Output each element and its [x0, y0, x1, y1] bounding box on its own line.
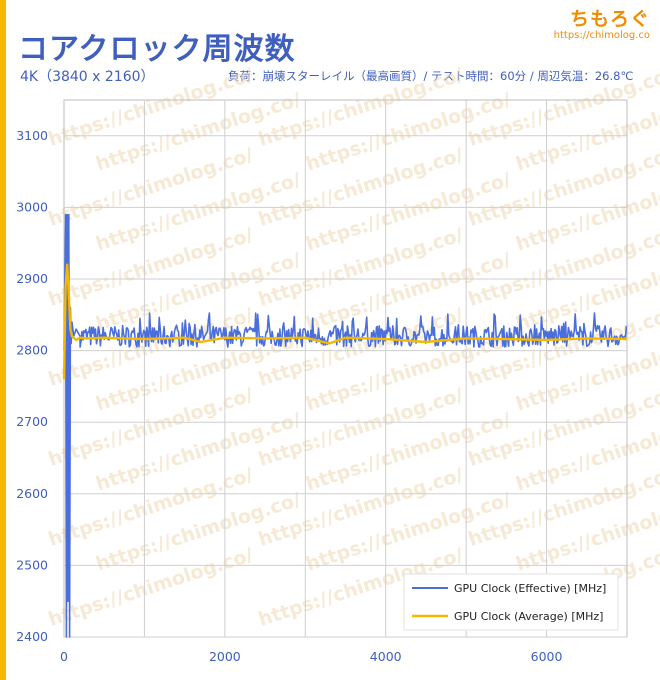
x-tick-label: 0: [60, 649, 68, 664]
y-tick-label: 2900: [16, 271, 48, 286]
y-tick-label: 2600: [16, 486, 48, 501]
brand-name: ちもろぐ: [569, 8, 650, 30]
y-tick-label: 2400: [16, 629, 48, 644]
y-tick-label: 2500: [16, 557, 48, 572]
y-tick-label: 3100: [16, 128, 48, 143]
legend: GPU Clock (Effective) [MHz] GPU Clock (Av…: [403, 573, 619, 631]
grid: [64, 100, 627, 638]
accent-bar: [0, 0, 6, 680]
x-axis: 0 2000 4000 6000: [60, 649, 563, 664]
series-layer: [62, 213, 628, 638]
chart-title: コアクロック周波数: [18, 32, 296, 67]
x-tick-label: 2000: [209, 649, 241, 664]
legend-label-effective: GPU Clock (Effective) [MHz]: [454, 582, 606, 595]
legend-label-average: GPU Clock (Average) [MHz]: [454, 610, 603, 623]
brand-logo: ちもろぐ https://chimolog.co: [554, 4, 650, 41]
y-tick-label: 2700: [16, 414, 48, 429]
x-tick-label: 4000: [370, 649, 402, 664]
y-axis: 2400 2500 2600 2700 2800 2900 3000 3100: [16, 128, 48, 644]
legend-box: [403, 573, 619, 631]
test-conditions: 負荷：崩壊スターレイル（最高画質）/ テスト時間：60分 / 周辺気温：26.8…: [228, 69, 634, 83]
series-effective-line: [63, 213, 628, 638]
chart-subtitle: 4K（3840 x 2160）: [20, 69, 155, 85]
y-tick-label: 2800: [16, 343, 48, 358]
y-tick-label: 3000: [16, 199, 48, 214]
brand-url: https://chimolog.co: [553, 30, 650, 41]
x-tick-label: 6000: [531, 649, 563, 664]
watermark-layer: https://chimolog.co/https://chimolog.co/…: [46, 64, 660, 631]
series-average-line: [62, 263, 628, 380]
